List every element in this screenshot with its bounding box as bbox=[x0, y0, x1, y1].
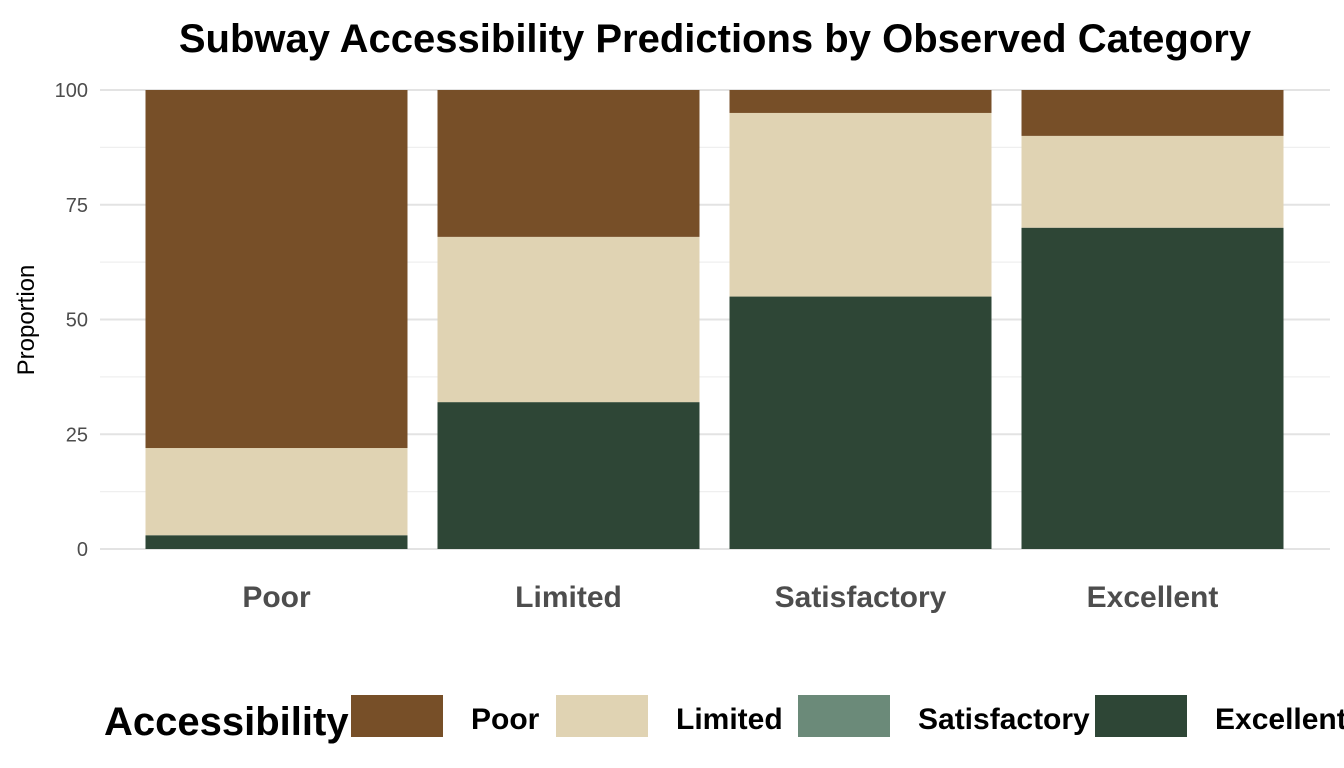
bar-segment-excellent-poor bbox=[145, 535, 408, 549]
legend-key-limited bbox=[556, 695, 648, 737]
bar-segment-excellent-excellent bbox=[1021, 227, 1284, 549]
bar-segment-limited-limited bbox=[437, 236, 700, 403]
chart-title: Subway Accessibility Predictions by Obse… bbox=[179, 17, 1252, 61]
y-tick-label: 50 bbox=[66, 310, 88, 332]
x-tick-label: Satisfactory bbox=[775, 581, 947, 614]
bar-segment-limited-excellent bbox=[1021, 135, 1284, 228]
y-tick-label: 25 bbox=[66, 424, 88, 446]
bar-segment-excellent-limited bbox=[437, 402, 700, 549]
legend: Accessibility: Poor Limited Satisfactory Ex… bbox=[104, 695, 1344, 744]
y-tick-label: 100 bbox=[55, 80, 88, 102]
legend-title: Accessibility: bbox=[104, 700, 362, 744]
x-tick-label: Excellent bbox=[1087, 581, 1219, 614]
legend-label-limited: Limited bbox=[676, 703, 783, 736]
bar-segment-poor-poor bbox=[145, 90, 408, 449]
bar-segment-limited-poor bbox=[145, 448, 408, 536]
bar-segment-limited-satisfactory bbox=[729, 112, 992, 297]
x-tick-label: Limited bbox=[515, 581, 622, 614]
bar-segment-poor-excellent bbox=[1021, 90, 1284, 136]
legend-key-satisfactory bbox=[798, 695, 890, 737]
legend-label-satisfactory: Satisfactory bbox=[918, 703, 1090, 736]
legend-key-poor bbox=[351, 695, 443, 737]
x-axis-ticks: Poor Limited Satisfactory Excellent bbox=[242, 581, 1218, 614]
legend-label-poor: Poor bbox=[471, 703, 540, 736]
legend-label-excellent: Excellent bbox=[1215, 703, 1344, 736]
x-tick-label: Poor bbox=[242, 581, 311, 614]
bar-segment-poor-satisfactory bbox=[729, 90, 992, 113]
y-tick-label: 0 bbox=[77, 539, 88, 561]
y-tick-label: 75 bbox=[66, 195, 88, 217]
y-axis-label: Proportion bbox=[13, 265, 40, 376]
bars bbox=[145, 90, 1284, 549]
bar-segment-poor-limited bbox=[437, 90, 700, 237]
legend-key-excellent bbox=[1095, 695, 1187, 737]
y-axis-ticks: 0 25 50 75 100 bbox=[55, 80, 88, 561]
bar-segment-excellent-satisfactory bbox=[729, 296, 992, 549]
